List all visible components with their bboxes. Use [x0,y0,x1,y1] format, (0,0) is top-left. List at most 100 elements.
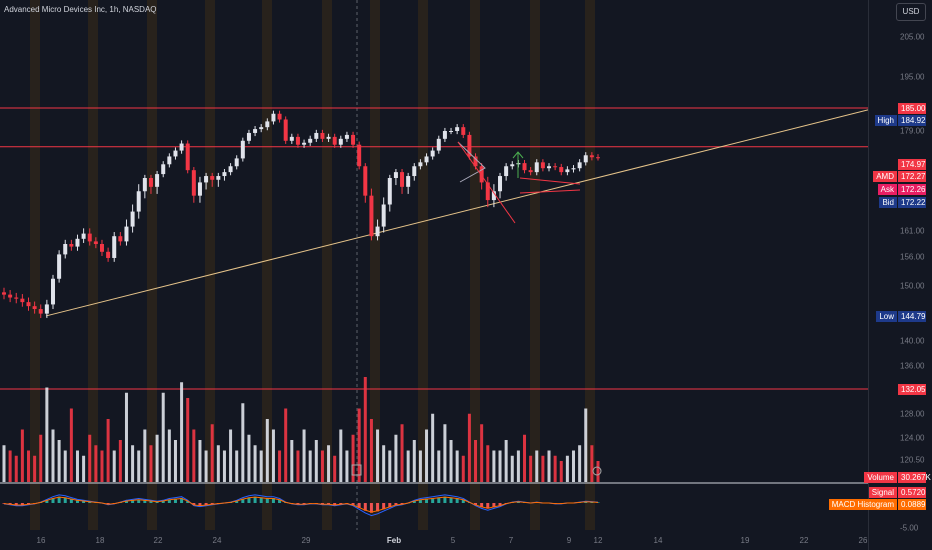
price-axis[interactable] [868,0,932,550]
candle-body [442,131,447,139]
macd-histogram-bar [265,498,269,503]
volume-bar [63,450,67,482]
macd-histogram-bar [204,503,208,506]
resistance-top-value-tag: 185.00 [898,102,926,114]
volume-bar [290,440,294,482]
macd-histogram-bar [369,503,373,513]
volume-bar [504,440,508,482]
volume-bar [216,445,220,482]
time-tick-label: 29 [301,536,311,545]
macd-histogram-bar [63,497,67,503]
volume-bar [14,455,18,482]
volume-bar [327,445,331,482]
volume-bar [57,440,61,482]
candle-body [369,195,374,237]
volume-bar [498,450,502,482]
candle-body [277,113,282,120]
candle-body [14,297,19,299]
candle-body [161,164,166,175]
volume-bar [559,461,563,482]
candle-body [179,143,184,151]
candle-body [295,136,300,145]
macd-histogram-bar [124,500,128,503]
volume-bar [363,377,367,482]
volume-bar [308,450,312,482]
high-label-tag: High [874,114,897,126]
macd-histogram-bar [296,503,300,505]
volume-bar [235,450,239,482]
volume-bar [94,445,98,482]
time-tick-label: 22 [153,536,163,545]
volume-bar [339,429,343,482]
currency-button[interactable]: USD [896,3,926,21]
session-band [88,0,98,530]
volume-bar [204,450,208,482]
bid-value-tag: 172.22 [898,196,926,208]
volume-bar [222,450,226,482]
volume-bar [33,455,37,482]
price-chart[interactable] [0,0,868,530]
volume-bar [431,413,435,482]
candle-body [473,156,478,167]
ask-value-tag: 172.26 [898,183,926,195]
macd-histogram-bar [57,496,61,503]
session-band [418,0,428,530]
volume-bar [155,434,159,482]
macd-histogram-bar [247,497,251,503]
volume-bar [69,408,73,482]
volume-bar [167,429,171,482]
candle-body [204,176,209,183]
macd-histogram-bar [69,498,73,503]
candle-body [430,150,435,157]
candle-body [240,140,245,159]
volume-bar [351,434,355,482]
volume-bar [229,429,233,482]
volume-bar [590,445,594,482]
time-tick-label: 24 [212,536,222,545]
pattern-drawing [457,141,486,183]
candle-body [57,254,62,279]
macd-histogram-bar [418,499,422,503]
volume-bar [406,450,410,482]
candle-body [400,172,405,187]
volume-bar [265,419,269,482]
bid-label-tag: Bid [879,196,897,208]
candle-body [577,162,582,169]
candle-body [87,233,92,242]
pattern-drawing [457,141,516,224]
macd-histogram-bar [26,503,30,505]
candle-body [314,132,319,139]
candle-body [265,121,270,128]
signal-label-tag: Signal [868,486,897,498]
volume-bar [376,429,380,482]
volume-bar [39,434,43,482]
resistance-mid-value-tag: 174.97 [898,158,926,170]
macd-histogram-bar [137,499,141,503]
candle-body [491,191,496,201]
macd-histogram-bar [149,500,153,503]
macd-histogram-bar [259,497,263,503]
time-tick-label: 5 [450,536,456,545]
macd-hist-value-tag: 0.0889 [898,498,926,510]
session-band [262,0,272,530]
candle-body [44,304,49,314]
macd-histogram-bar [302,503,306,505]
candle-body [26,302,31,307]
volume-bar [278,450,282,482]
trendline [45,109,868,317]
time-tick-label: 19 [740,536,750,545]
time-tick-label: 12 [593,536,603,545]
macd-histogram-bar [167,499,171,503]
volume-bar [523,434,527,482]
session-band [30,0,40,530]
macd-histogram-bar [131,500,135,503]
candle-body [504,166,509,177]
candle-body [375,226,380,237]
macd-histogram-bar [357,503,361,508]
candle-body [583,155,588,163]
candle-body [320,132,325,139]
high-value-tag: 184.92 [898,114,926,126]
macd-histogram-bar [235,500,239,503]
candle-body [344,134,349,139]
candle-body [50,278,55,305]
